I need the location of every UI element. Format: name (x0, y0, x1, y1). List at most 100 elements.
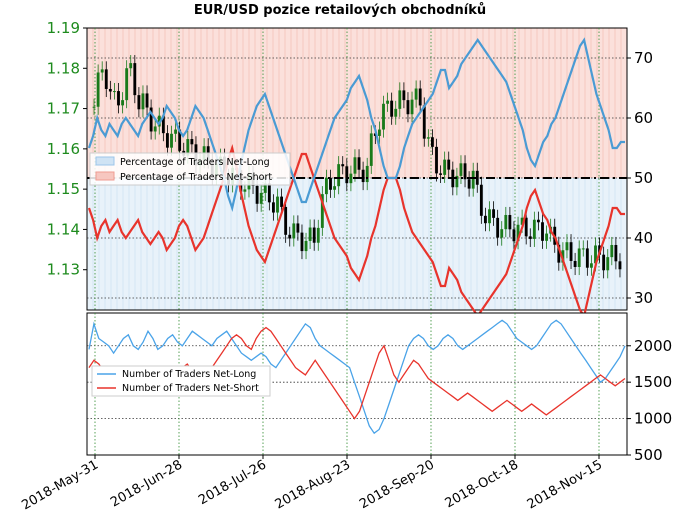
candle-body (308, 227, 312, 241)
date-tick-label: 2018-May-31 (19, 457, 101, 513)
candle-body (316, 227, 320, 243)
candle-body (500, 229, 504, 238)
right-tick-label: 60 (634, 109, 653, 127)
candle-body (361, 169, 365, 183)
candle-body (496, 217, 500, 238)
candle-body (479, 184, 483, 216)
candle-body (516, 224, 520, 242)
candle-body (186, 139, 190, 156)
candle-body (100, 69, 104, 73)
candle-body (96, 72, 100, 107)
candle-body (145, 93, 149, 108)
candle-body (430, 137, 434, 147)
legend-swatch-net-short (95, 171, 115, 181)
candle-body (439, 173, 443, 175)
candle-body (577, 248, 581, 267)
candle-body (471, 170, 475, 189)
candle-body (467, 179, 471, 189)
candle-body (488, 209, 491, 224)
candle-body (541, 222, 544, 241)
candle-body (402, 90, 406, 101)
bottom-panel: 500 1000 1500 2000 Number of Traders Net-Lo… (86, 312, 672, 464)
date-tick-label: 2018-Aug-23 (273, 457, 353, 512)
bottom-right-tick-label: 500 (634, 446, 663, 464)
candle-body (153, 126, 157, 132)
candle-body (398, 90, 402, 109)
candle-body (422, 105, 426, 139)
legend-swatch-net-long (95, 156, 115, 166)
candle-body (337, 164, 341, 187)
candle-body (386, 100, 390, 104)
candle-body (108, 88, 112, 92)
candle-body (121, 100, 125, 106)
left-axis-ticks: 1.13 1.14 1.15 1.16 1.17 1.18 1.19 (47, 19, 87, 279)
candle-body (259, 192, 263, 204)
candle-body (137, 95, 141, 110)
candle-body (483, 215, 487, 224)
candle-body (382, 103, 385, 130)
candle-body (508, 214, 512, 230)
candle-body (117, 91, 120, 106)
bottom-legend: Number of Traders Net-Long Number of Tra… (91, 365, 271, 397)
candle-body (532, 219, 536, 239)
candle-body (455, 175, 459, 188)
net-long-percent-line (87, 37, 625, 213)
bottom-right-tick-label: 1500 (634, 373, 672, 391)
candle-body (565, 242, 569, 251)
candle-body (178, 129, 182, 151)
candle-body (536, 219, 540, 223)
candle-body (288, 234, 292, 239)
chart-title: EUR/USD pozice retailových obchodníků (194, 3, 486, 18)
bottom-legend-box (91, 365, 271, 397)
candle-body (349, 173, 353, 184)
candle-body (394, 108, 398, 117)
candle-body (557, 244, 561, 263)
candle-body (390, 100, 394, 117)
candle-body (365, 165, 369, 183)
legend-label-net-long-count: Number of Traders Net-Long (122, 369, 256, 380)
candle-body (165, 133, 169, 148)
top-legend: Percentage of Traders Net-Long Percentag… (89, 152, 291, 186)
candle-body (602, 254, 606, 271)
candle-body (243, 189, 247, 192)
date-axis-ticks: 2018-May-31 2018-Jun-28 2018-Jul-26 2018-Au… (19, 455, 605, 513)
right-tick-label: 40 (634, 229, 653, 247)
legend-label-net-short: Percentage of Traders Net-Short (120, 172, 272, 183)
candle-body (304, 240, 308, 252)
left-tick-label: 1.15 (47, 180, 80, 198)
candle-body (594, 245, 597, 264)
candle-body (280, 196, 284, 207)
right-axis-ticks-top: 30 40 50 60 70 (627, 49, 653, 307)
percentage-lines (87, 37, 625, 319)
candle-body (141, 93, 145, 110)
candle-body (589, 263, 593, 268)
candle-body (512, 229, 516, 242)
candle-body (104, 69, 108, 89)
candle-body (606, 257, 610, 271)
date-tick-label: 2018-Jul-26 (196, 457, 269, 508)
candle-body (263, 183, 267, 193)
candle-body (129, 63, 133, 69)
candle-body (296, 223, 300, 233)
candle-body (528, 236, 532, 239)
date-tick-label: 2018-Nov-15 (525, 457, 605, 512)
candle-body (174, 129, 178, 134)
candle-body (341, 164, 345, 167)
top-panel: 1.131.141.151.161.171.181.19 3040506070 … (47, 19, 653, 319)
legend-label-net-long: Percentage of Traders Net-Long (120, 157, 270, 168)
bottom-right-tick-label: 1000 (634, 410, 672, 428)
candle-body (333, 186, 337, 190)
candle-body (149, 107, 153, 132)
left-tick-label: 1.16 (47, 140, 80, 158)
candle-body (463, 163, 467, 180)
candle-body (459, 163, 463, 176)
left-tick-label: 1.17 (47, 100, 80, 118)
right-tick-label: 50 (634, 169, 653, 187)
candle-body (300, 232, 304, 252)
candle-body (345, 166, 349, 184)
candle-body (447, 159, 451, 170)
price-candles (92, 55, 622, 279)
date-tick-label: 2018-Jun-28 (108, 457, 185, 510)
